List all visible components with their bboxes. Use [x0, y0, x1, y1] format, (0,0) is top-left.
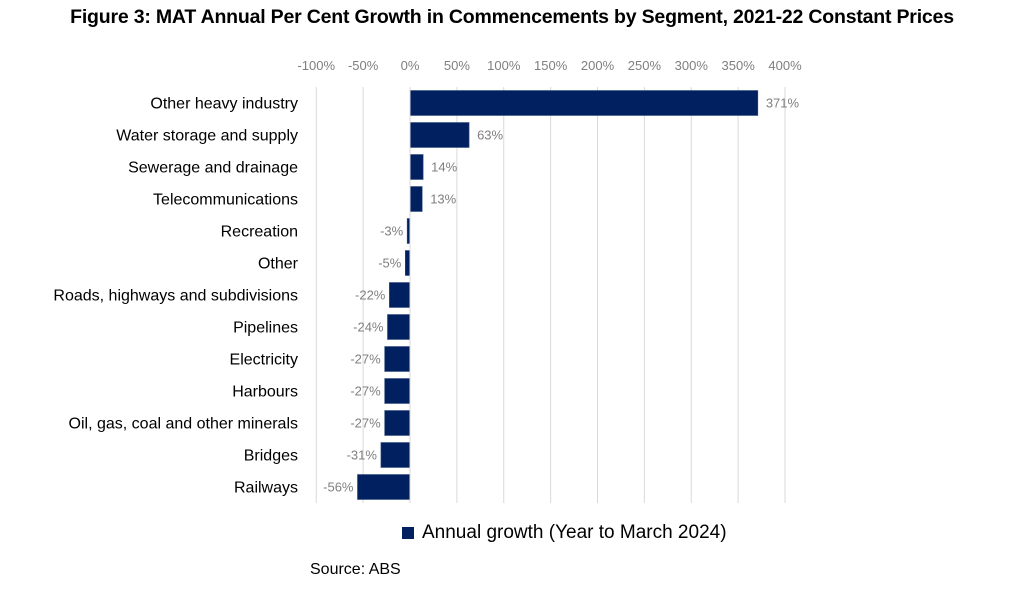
bar	[384, 410, 411, 436]
x-tick-label: 50%	[444, 58, 470, 73]
data-label: -31%	[347, 448, 378, 463]
source-note: Source: ABS	[310, 561, 401, 578]
x-axis-ticks: -100% -50% 0% 50% 100% 150% 200% 250% 300% 350% 40…	[297, 58, 802, 73]
bar	[380, 442, 411, 468]
data-label: -22%	[355, 288, 386, 303]
data-label: 371%	[766, 96, 800, 111]
x-tick-label: 350%	[722, 58, 756, 73]
data-label: -5%	[378, 256, 402, 271]
category-label: Other	[258, 256, 299, 273]
category-label: Bridges	[244, 448, 298, 465]
data-label: -27%	[350, 384, 381, 399]
data-label: 63%	[477, 128, 503, 143]
data-label: 13%	[430, 192, 456, 207]
category-labels: Other heavy industry Water storage and su…	[53, 96, 298, 497]
bar	[384, 378, 411, 404]
bar	[405, 250, 411, 276]
data-labels: 371% 63% 14% 13% -3% -5% -22% -24% -27% -27% -27% -…	[323, 96, 799, 495]
data-label: -27%	[350, 352, 381, 367]
category-label: Pipelines	[233, 320, 298, 337]
category-label: Recreation	[221, 224, 298, 241]
x-tick-label: 300%	[675, 58, 709, 73]
x-tick-label: 400%	[768, 58, 802, 73]
category-label: Electricity	[230, 352, 298, 369]
chart-title: Figure 3: MAT Annual Per Cent Growth in …	[70, 6, 954, 28]
bar	[409, 122, 470, 148]
data-label: 14%	[431, 160, 457, 175]
category-label: Oil, gas, coal and other minerals	[69, 416, 298, 433]
x-tick-label: 150%	[534, 58, 568, 73]
category-label: Water storage and supply	[116, 128, 298, 145]
category-label: Railways	[234, 480, 298, 497]
x-tick-label: 250%	[628, 58, 662, 73]
bar	[387, 314, 411, 340]
bar	[357, 474, 411, 500]
category-label: Roads, highways and subdivisions	[53, 288, 298, 305]
x-tick-label: 100%	[487, 58, 521, 73]
gridlines	[315, 87, 786, 503]
category-label: Harbours	[232, 384, 298, 401]
x-tick-label: -50%	[348, 58, 379, 73]
legend-label: Annual growth (Year to March 2024)	[422, 522, 727, 543]
legend: Annual growth (Year to March 2024)	[402, 522, 727, 544]
data-label: -56%	[323, 480, 354, 495]
bar	[409, 90, 759, 116]
x-tick-label: -100%	[297, 58, 335, 73]
category-label: Other heavy industry	[150, 96, 298, 113]
x-tick-label: 200%	[581, 58, 615, 73]
category-label: Sewerage and drainage	[128, 160, 298, 177]
data-label: -24%	[353, 320, 384, 335]
bar	[409, 154, 424, 180]
bars	[357, 90, 759, 500]
bar	[389, 282, 411, 308]
x-tick-label: 0%	[401, 58, 420, 73]
bar	[409, 186, 423, 212]
bar	[384, 346, 411, 372]
category-label: Telecommunications	[153, 192, 298, 209]
data-label: -3%	[380, 224, 404, 239]
legend-swatch	[402, 527, 414, 539]
data-label: -27%	[350, 416, 381, 431]
